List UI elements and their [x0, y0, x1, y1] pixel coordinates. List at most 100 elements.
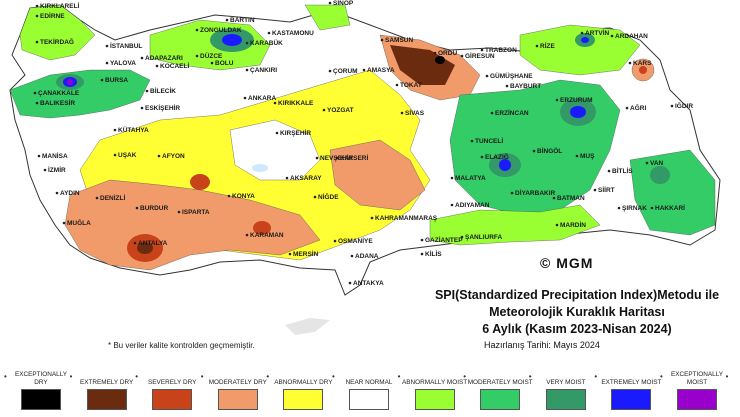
city-label: MUŞ — [580, 153, 595, 160]
legend-dot: • — [397, 372, 401, 381]
city-dot — [362, 68, 366, 72]
city-dot — [288, 252, 292, 256]
city-label: ARDAHAN — [615, 33, 648, 40]
legend: EXCEPTIONALLY DRY EXTREMELY DRY SEVERELY D… — [0, 368, 740, 417]
legend-swatch — [283, 389, 324, 410]
city-dot — [480, 155, 484, 159]
city-label: İZMİR — [48, 166, 66, 174]
city-label: ŞANLIURFA — [465, 234, 503, 241]
prepared-date: Hazırlanış Tarihi: Mayıs 2024 — [484, 340, 600, 350]
legend-item: ABNORMALLY DRY — [270, 368, 336, 410]
legend-label: EXCEPTIONALLY MOIST — [670, 371, 724, 386]
city-label: ÇANKIRI — [250, 67, 277, 74]
city-label: KAHRAMANMARAŞ — [375, 215, 438, 222]
city-dot — [195, 54, 199, 58]
city-label: KOCAELİ — [160, 62, 189, 70]
city-dot — [245, 41, 249, 45]
city-label: ELAZIĞ — [485, 152, 509, 161]
city-dot — [400, 111, 404, 115]
legend-dot: • — [135, 372, 138, 381]
legend-item: EXTREMELY MOIST — [598, 368, 664, 410]
legend-label: ABNORMALLY DRY — [274, 378, 333, 386]
city-dot — [532, 149, 536, 153]
city-label: ADAPAZARI — [145, 55, 183, 62]
city-label: DİYARBAKIR — [515, 189, 556, 197]
city-label: ORDU — [438, 50, 457, 57]
city-label: MUĞLA — [67, 218, 91, 227]
city-dot — [195, 28, 199, 32]
city-dot — [35, 4, 39, 8]
city-dot — [35, 40, 39, 44]
city-label: KIRKLARELİ — [40, 2, 80, 10]
city-dot — [105, 44, 109, 48]
legend-label: EXTREMELY MOIST — [601, 378, 662, 386]
city-label: ADANA — [355, 253, 379, 260]
city-label: DENİZLİ — [100, 194, 125, 202]
legend-dot: • — [4, 372, 7, 381]
city-label: TOKAT — [400, 82, 422, 89]
city-label: ANTALYA — [138, 240, 168, 247]
city-dot — [610, 34, 614, 38]
city-dot — [625, 106, 629, 110]
cyprus — [285, 318, 330, 335]
drought-map: KIRKLARELİ EDİRNE TEKİRDAĞ İSTANBUL BARTIN ZO… — [9, 0, 721, 335]
city-label: OSMANİYE — [338, 237, 373, 245]
city-label: ERZİNCAN — [495, 109, 529, 117]
legend-dot: • — [594, 372, 598, 381]
city-dot — [420, 252, 424, 256]
city-label: EDİRNE — [40, 12, 65, 20]
city-label: ZONGULDAK — [200, 27, 242, 34]
city-label: KIRIKKALE — [278, 100, 314, 107]
city-label: SİNOP — [333, 0, 354, 7]
city-label: ESKİŞEHİR — [145, 104, 180, 112]
legend-swatch — [545, 389, 586, 410]
city-dot — [267, 31, 271, 35]
city-label: BURSA — [105, 77, 128, 84]
city-label: AYDIN — [60, 190, 80, 197]
city-label: NİĞDE — [318, 192, 339, 201]
city-dot — [450, 203, 454, 207]
legend-swatch — [86, 389, 127, 410]
city-dot — [140, 106, 144, 110]
city-label: SAMSUN — [385, 37, 413, 44]
city-label: GÜMÜŞHANE — [490, 71, 533, 80]
city-label: SİİRT — [598, 186, 615, 194]
city-dot — [140, 56, 144, 60]
city-dot — [145, 89, 149, 93]
city-dot — [95, 196, 99, 200]
city-label: TEKİRDAĞ — [40, 37, 74, 46]
legend-item: MODERATELY DRY — [205, 368, 271, 410]
city-label: VAN — [650, 160, 664, 167]
city-label: ISPARTA — [182, 209, 210, 216]
city-label: GAZİANTEP — [425, 236, 463, 244]
city-label: AFYON — [162, 153, 185, 160]
city-label: BİTLİS — [612, 167, 633, 175]
city-label: KASTAMONU — [272, 30, 314, 37]
city-dot — [480, 48, 484, 52]
city-label: KÜTAHYA — [118, 125, 149, 134]
mgm-logo: © MGM — [540, 255, 594, 271]
city-dot — [35, 101, 39, 105]
quality-note: * Bu veriler kalite kontrolden geçmemişt… — [108, 341, 255, 350]
city-dot — [460, 235, 464, 239]
city-label: SİVAS — [405, 109, 425, 117]
city-dot — [470, 139, 474, 143]
city-label: KAYSERİ — [340, 154, 368, 162]
city-dot — [315, 156, 319, 160]
city-label: IĞDIR — [675, 101, 693, 110]
city-dot — [335, 156, 339, 160]
city-label: ÇANAKKALE — [38, 90, 80, 97]
city-dot — [535, 44, 539, 48]
title-line-1: SPI(Standardized Precipitation Index)Met… — [434, 288, 720, 302]
legend-label: SEVERELY DRY — [148, 378, 197, 386]
city-dot — [275, 131, 279, 135]
legend-swatch — [152, 389, 193, 410]
city-label: AKSARAY — [290, 175, 322, 182]
city-dot — [285, 176, 289, 180]
legend-dot: • — [528, 372, 532, 381]
city-label: KİLİS — [425, 250, 442, 258]
city-dot — [593, 188, 597, 192]
city-label: MANİSA — [42, 152, 68, 160]
legend-dot: • — [332, 372, 335, 381]
legend-dot: • — [200, 372, 204, 381]
